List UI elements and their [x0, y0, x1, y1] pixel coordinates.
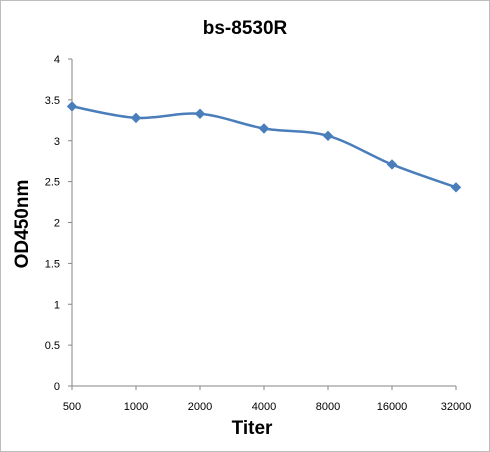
data-point-marker	[194, 108, 206, 119]
chart-title: bs-8530R	[203, 18, 288, 39]
y-axis-label: OD450nm	[12, 180, 33, 269]
data-point-marker	[322, 130, 334, 142]
data-point-marker	[130, 112, 142, 124]
y-tick-label: 2	[54, 218, 60, 230]
series-group	[66, 101, 462, 193]
x-tick-label: 4000	[252, 401, 276, 413]
data-point-marker	[386, 159, 398, 170]
y-tick-label: 4	[54, 54, 60, 66]
y-tick-label: 0.5	[45, 340, 60, 352]
x-tick-label: 500	[63, 401, 81, 413]
y-tick-label: 0	[54, 381, 60, 393]
x-tick-label: 32000	[441, 401, 472, 413]
x-tick-labels: 500 1000 2000 4000 8000 16000 32000	[63, 386, 471, 413]
series-line	[71, 105, 457, 189]
y-tick-label: 2.5	[45, 177, 60, 189]
axes	[71, 59, 456, 387]
x-tick-label: 8000	[316, 401, 340, 413]
data-point-marker	[66, 101, 78, 112]
y-tick-label: 1.5	[45, 258, 60, 270]
data-point-marker	[258, 123, 270, 134]
x-tick-label: 1000	[124, 401, 148, 413]
x-axis-label: Titer	[232, 418, 273, 439]
x-tick-label: 2000	[188, 401, 212, 413]
data-point-marker	[450, 182, 462, 193]
y-tick-label: 1	[54, 299, 60, 311]
y-tick-labels: 0 0.5 1 1.5 2 2.5 3 3.5 4	[45, 54, 72, 393]
x-tick-label: 16000	[377, 401, 408, 413]
y-tick-label: 3	[54, 136, 60, 148]
y-tick-label: 3.5	[45, 95, 60, 107]
